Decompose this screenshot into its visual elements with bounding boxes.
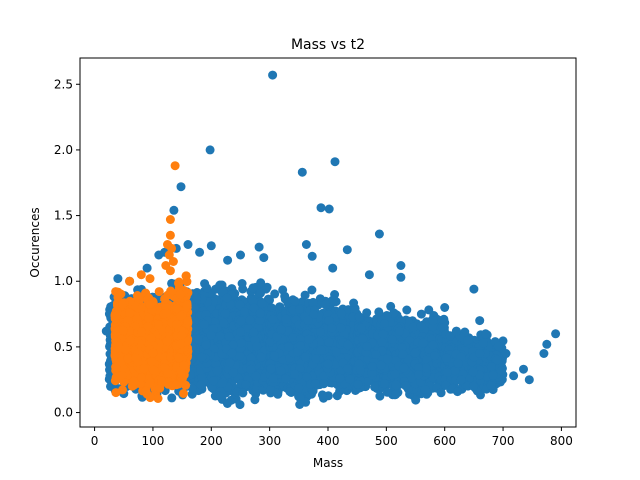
- scatter-point: [225, 358, 235, 368]
- scatter-point: [235, 400, 245, 410]
- scatter-point: [270, 289, 280, 299]
- scatter-point: [238, 388, 248, 398]
- scatter-point: [235, 351, 245, 361]
- scatter-point: [249, 327, 259, 337]
- scatter-point: [217, 378, 227, 388]
- scatter-point: [236, 338, 246, 348]
- scatter-point: [167, 393, 177, 403]
- scatter-point: [237, 279, 247, 288]
- scatter-point: [236, 327, 245, 337]
- scatter-point: [332, 391, 342, 401]
- scatter-point: [202, 283, 212, 293]
- scatter-point: [245, 315, 255, 325]
- scatter-point: [194, 334, 203, 344]
- scatter-point: [212, 366, 222, 376]
- scatter-point: [256, 352, 266, 362]
- scatter-point: [197, 352, 207, 362]
- scatter-point: [248, 283, 258, 293]
- scatter-point: [227, 348, 237, 358]
- scatter-point: [239, 307, 249, 316]
- scatter-point: [211, 284, 220, 294]
- scatter-point: [220, 309, 230, 319]
- scatter-point: [206, 330, 216, 340]
- scatter-point: [208, 376, 218, 386]
- scatter-point: [255, 308, 265, 318]
- scatter-point: [222, 293, 232, 303]
- scatter-point: [224, 332, 234, 341]
- scatter-point: [219, 318, 229, 328]
- scatter-point: [196, 380, 206, 390]
- scatter-point: [215, 391, 225, 401]
- scatter-point: [222, 399, 232, 408]
- scatter-point: [308, 297, 318, 307]
- scatter-point: [199, 320, 209, 330]
- scatter-point: [246, 364, 256, 374]
- scatter-point: [228, 368, 238, 378]
- scatter-point: [252, 341, 262, 351]
- scatter-point: [236, 316, 246, 326]
- scatter-point: [250, 395, 260, 405]
- scatter-points: [101, 70, 561, 410]
- scatter-point: [192, 294, 202, 304]
- scatter-point: [201, 340, 211, 350]
- scatter-point: [256, 288, 265, 298]
- scatter-point: [241, 380, 251, 390]
